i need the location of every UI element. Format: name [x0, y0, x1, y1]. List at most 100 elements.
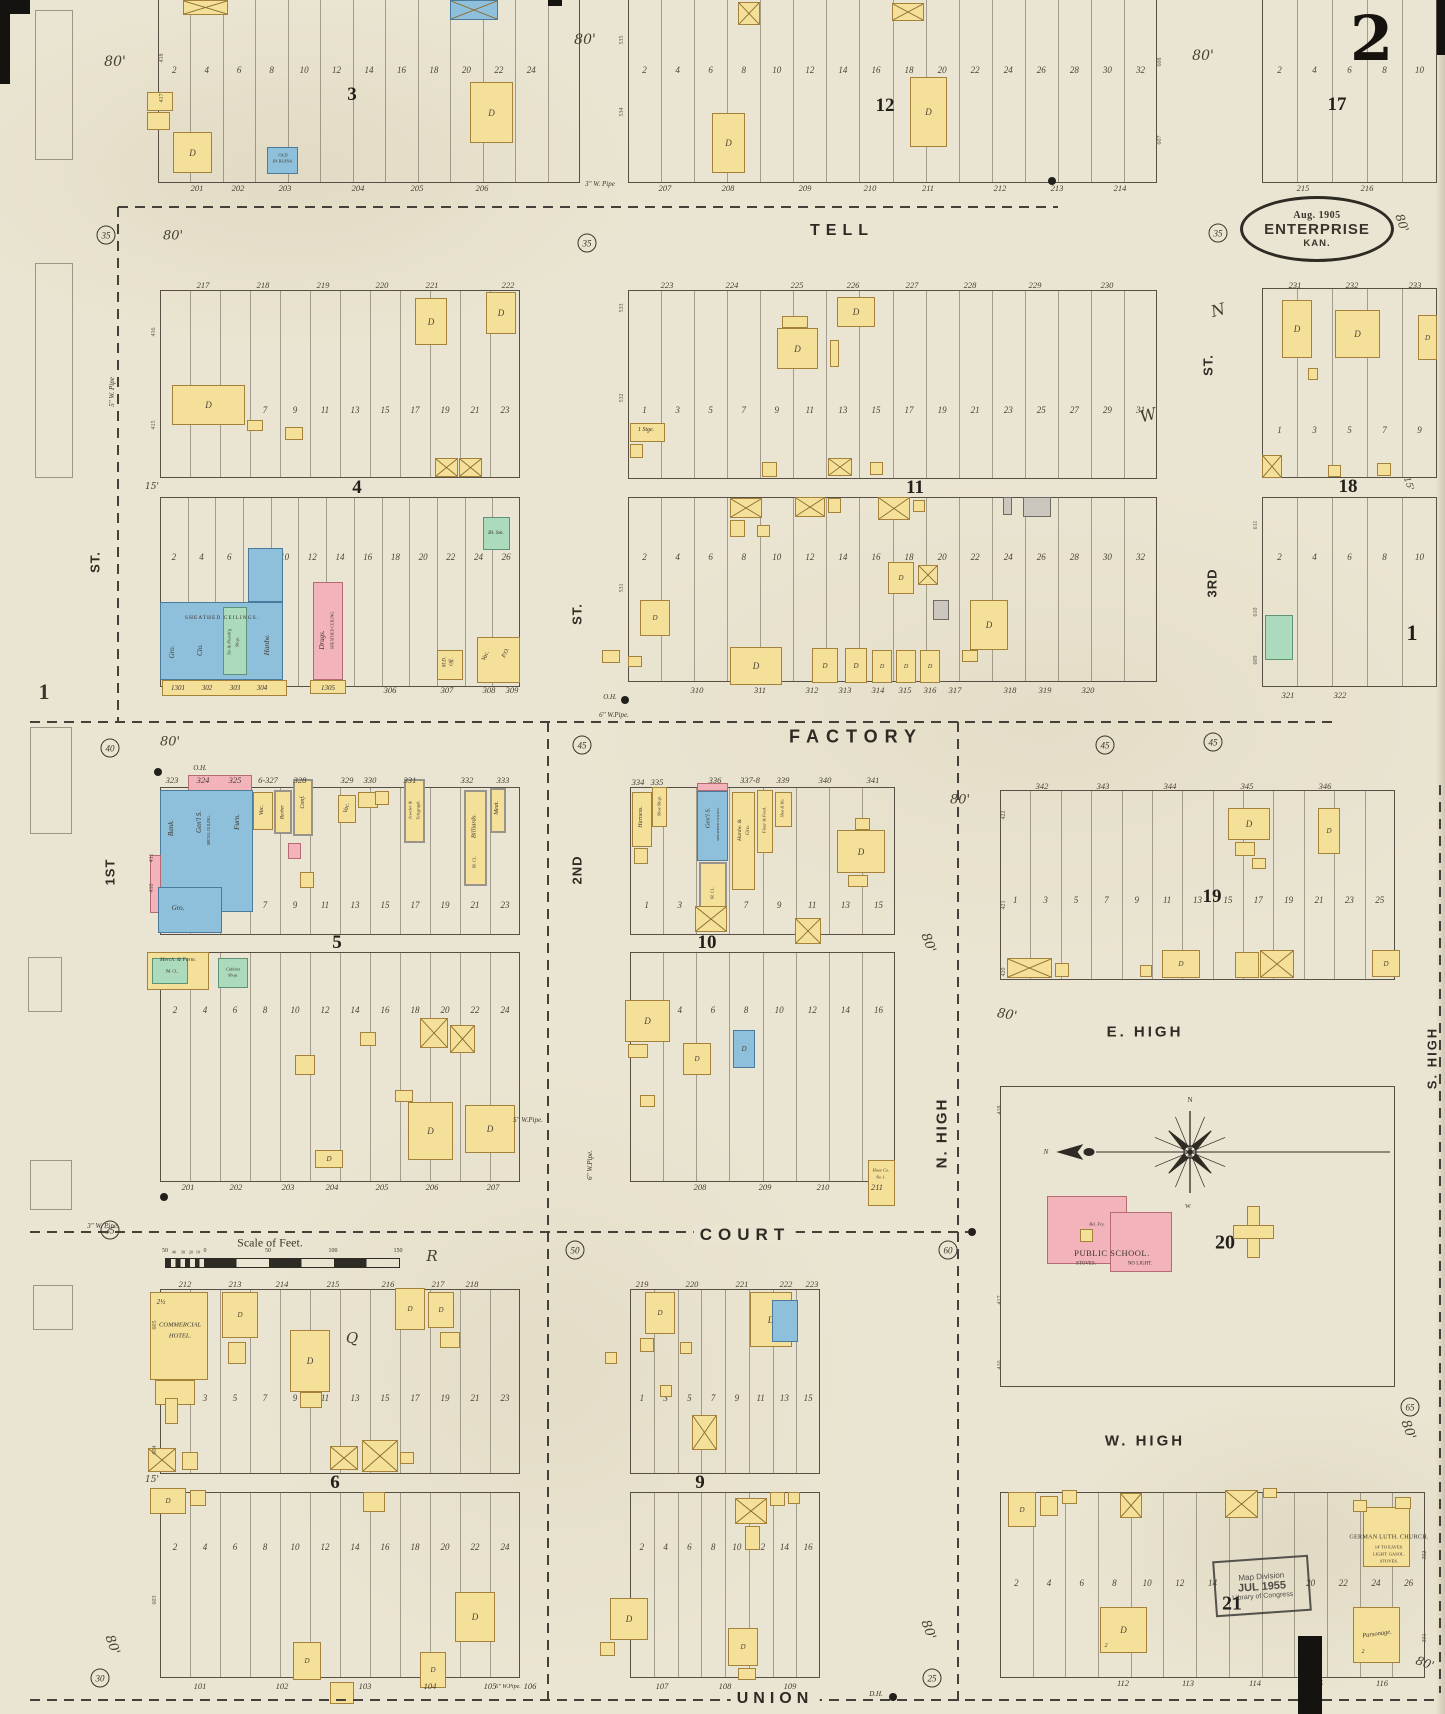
building — [697, 783, 728, 791]
lot-line — [490, 787, 491, 935]
annotation-text: LIGHT: GASOL. — [1373, 1551, 1405, 1557]
lot-number: 10 — [290, 1542, 300, 1552]
lot-line — [826, 497, 828, 682]
building: D — [920, 650, 940, 683]
lot-line — [991, 0, 993, 183]
building: D — [777, 328, 818, 369]
building: D — [428, 1292, 454, 1328]
lot-line — [492, 497, 494, 687]
building: D — [290, 1330, 330, 1392]
lot-number: 15 — [871, 405, 881, 415]
annotation-text: STOVES. — [1379, 1558, 1399, 1564]
lot-line — [958, 497, 960, 682]
building — [1225, 1490, 1258, 1518]
building — [162, 680, 287, 696]
lot-line — [760, 497, 762, 682]
building — [782, 316, 808, 328]
building — [285, 427, 303, 440]
address-number: 218 — [256, 280, 270, 290]
lot-line — [1024, 290, 1026, 479]
address-number: 323 — [165, 775, 179, 785]
address-number: 112 — [1116, 1678, 1130, 1688]
lot-number: 8 — [710, 1542, 716, 1552]
lot-number: 20 — [418, 552, 428, 562]
street-width-marker: 45 — [1203, 732, 1223, 752]
building: D — [837, 830, 885, 873]
building — [150, 855, 161, 913]
building — [223, 607, 247, 675]
block-number: 18 — [1338, 476, 1358, 497]
building — [375, 791, 389, 805]
building — [147, 92, 173, 111]
building — [464, 790, 487, 886]
annotation-text: OLD — [278, 152, 288, 158]
building — [640, 1338, 654, 1352]
edge-mark — [0, 14, 10, 84]
compass-rose — [1056, 1111, 1390, 1193]
library-of-congress-stamp: Map Division JUL 1955 Library of Congres… — [1212, 1554, 1312, 1618]
annotation-text: 30 — [180, 1249, 186, 1255]
lot-line — [828, 952, 830, 1182]
lot-number: 9 — [292, 900, 298, 910]
lot-number: 3 — [1043, 895, 1048, 905]
street-label: TELL — [810, 222, 874, 239]
building — [293, 779, 313, 836]
block-number: 19 — [1202, 886, 1222, 907]
lot-line — [677, 1492, 679, 1678]
lot-line — [1151, 790, 1153, 980]
block-number: 17 — [1327, 94, 1347, 115]
building-label: D — [853, 661, 859, 670]
lot-number: 14 — [838, 552, 848, 562]
lot-number: 4 — [663, 1542, 668, 1552]
building — [695, 906, 727, 932]
lot-line — [243, 497, 245, 687]
annotation-text: 418 — [997, 1105, 1003, 1115]
address-number: 222 — [501, 280, 515, 290]
lot-number: 22 — [446, 552, 456, 562]
annotation-text: N — [1043, 1148, 1049, 1156]
annotation-text: 608 — [1157, 57, 1163, 67]
lot-line — [1065, 1492, 1067, 1678]
building — [878, 497, 910, 520]
address-number: 217 — [431, 1279, 445, 1289]
building-label: D — [1424, 333, 1431, 342]
annotation-text: 303 — [229, 684, 241, 692]
lot-number: 12 — [307, 552, 317, 562]
annotation-text: IN RUINS. — [272, 158, 294, 164]
lot-line — [1057, 290, 1059, 479]
address-number: 202 — [229, 1182, 243, 1192]
annotation-text: Barber — [280, 804, 286, 820]
building-label: D — [430, 1666, 436, 1674]
building-label: D — [740, 1643, 746, 1651]
address-number: 104 — [423, 1681, 437, 1691]
lot-number: 5 — [708, 405, 713, 415]
lot-line — [490, 290, 491, 478]
address-number: 340 — [818, 775, 832, 785]
partial-block — [35, 263, 73, 478]
building — [330, 1446, 358, 1470]
annotation-text: HOTEL. — [168, 1332, 192, 1340]
building — [253, 792, 273, 830]
building: D — [683, 1043, 711, 1075]
lot-line — [653, 1289, 655, 1474]
building — [182, 1452, 198, 1470]
address-number: 208 — [693, 1182, 707, 1192]
dashed-street-line — [30, 721, 1337, 723]
annotation-text: Shoe Shop. — [656, 796, 662, 816]
annotation-text: 80' — [1397, 1417, 1419, 1443]
lot-number: 3 — [663, 1393, 668, 1403]
lot-number: 10 — [1142, 1578, 1152, 1588]
address-number: 322 — [1333, 690, 1347, 700]
edge-mark — [1298, 1636, 1322, 1714]
lot-line — [1297, 0, 1298, 183]
building-label: D — [1354, 329, 1361, 339]
lot-number: 13 — [350, 1393, 360, 1403]
building-label: D — [794, 343, 801, 354]
building-label: D — [985, 620, 993, 630]
lot-line — [1163, 1492, 1165, 1678]
address-number: 205 — [375, 1182, 389, 1192]
lot-line — [310, 1492, 311, 1678]
lot-line — [280, 1289, 281, 1474]
building-label: D — [427, 316, 435, 327]
building — [962, 650, 978, 662]
